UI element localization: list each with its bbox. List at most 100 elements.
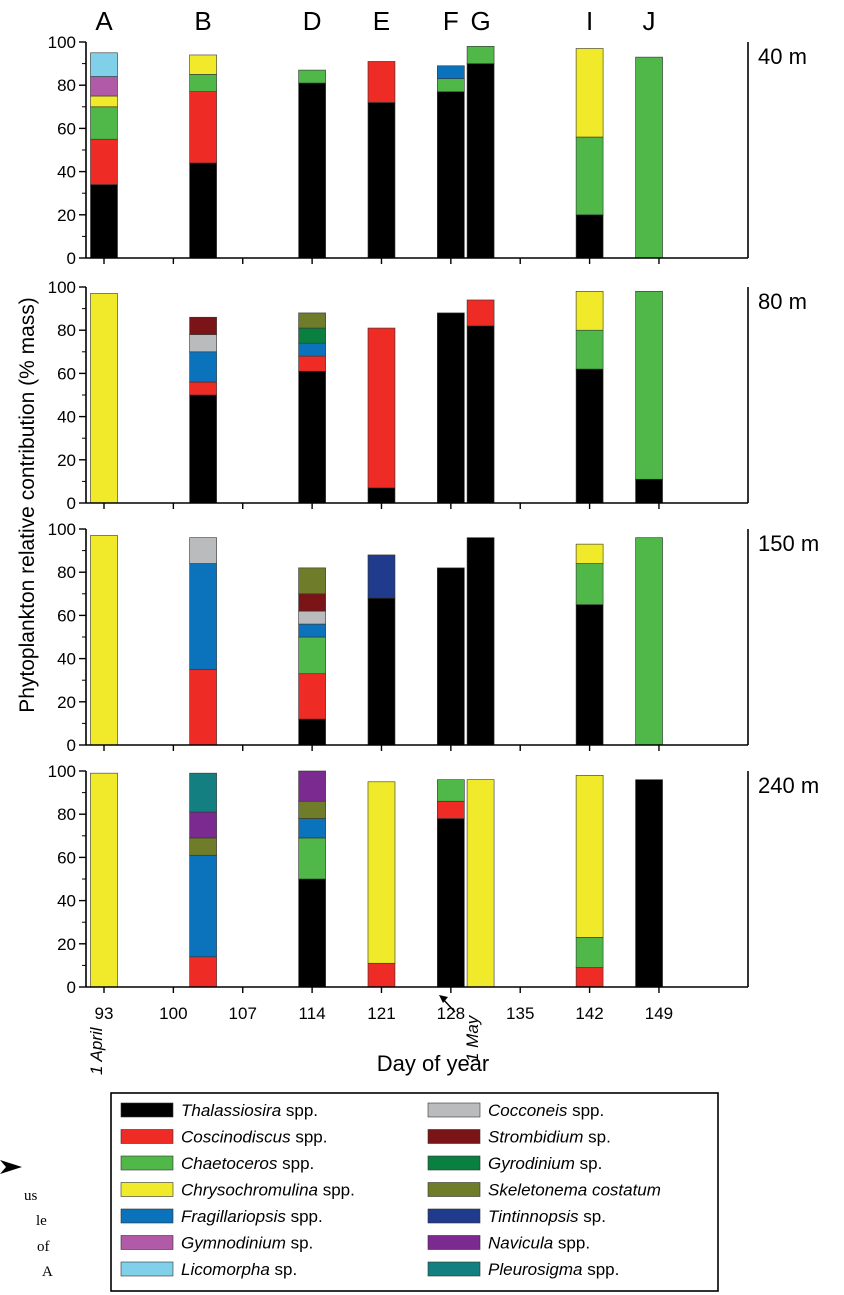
- panel-240m: 0 20 40 60 80 100 240 m: [48, 762, 820, 997]
- bar-segment-F-thal: [437, 91, 465, 259]
- legend-swatch-chry: [120, 1182, 174, 1197]
- legend-swatch-gymn: [120, 1235, 174, 1250]
- bar-segment-G-chry: [466, 779, 495, 988]
- bar-segment-B-frag: [189, 563, 217, 670]
- bar-segment-B-frag: [189, 854, 217, 958]
- y-tick-label: 40: [57, 650, 76, 669]
- legend-swatch-chae: [120, 1155, 174, 1171]
- station-label-G: G: [470, 6, 490, 36]
- y-tick-label: 80: [57, 563, 76, 582]
- y-tick-label: 100: [48, 278, 76, 297]
- panel-80m: 0 20 40 60 80 100 80 m: [48, 278, 807, 513]
- y-tick-label: 100: [48, 33, 76, 52]
- station-label-D: D: [303, 6, 322, 36]
- bar-segment-B-cosc: [189, 381, 217, 396]
- bar-segment-D-gyro: [298, 327, 326, 344]
- legend: Thalassiosira spp. Coscinodiscus spp. Chae…: [110, 1092, 719, 1292]
- y-tick-label: 0: [67, 249, 76, 268]
- bar-segment-A-chry: [90, 535, 118, 746]
- bar-segment-F-thal: [437, 312, 465, 504]
- x-tick-label: 135: [506, 1004, 534, 1023]
- bar-segment-B-cosc: [189, 91, 217, 164]
- caption-fragment: le: [36, 1213, 47, 1229]
- bar-segment-B-frag: [189, 351, 217, 383]
- caption-fragment: of: [37, 1239, 50, 1255]
- bar-segment-B-navi: [189, 811, 217, 839]
- y-tick-label: 20: [57, 451, 76, 470]
- legend-swatch-cosc: [120, 1129, 174, 1144]
- bar-segment-D-frag: [298, 623, 326, 638]
- x-tick-label: 114: [299, 1004, 326, 1023]
- bar-segment-I-chae: [575, 136, 604, 216]
- annotation-may: 1 May: [463, 1014, 482, 1062]
- bar-segment-D-navi: [298, 770, 326, 802]
- bar-segment-B-cosc: [189, 956, 217, 988]
- x-tick-label: 93: [95, 1004, 114, 1023]
- station-label-J: J: [643, 6, 656, 36]
- bar-segment-E-chry: [367, 781, 396, 964]
- bar-segment-D-thal: [298, 878, 326, 988]
- bar-segment-J-thal: [635, 478, 663, 504]
- legend-swatch-skel: [427, 1182, 481, 1197]
- caption-fragment: us: [24, 1188, 38, 1204]
- bar-segment-A-chry: [90, 293, 118, 504]
- bar-segment-F-chae: [437, 78, 465, 92]
- y-tick-label: 20: [57, 693, 76, 712]
- bar-segment-D-thal: [298, 370, 326, 504]
- bar-segment-A-cosc: [90, 138, 118, 185]
- bar-segment-B-skel: [189, 837, 217, 856]
- y-tick-label: 0: [67, 736, 76, 755]
- bar-segment-D-skel: [298, 312, 326, 329]
- bar-segment-D-thal: [298, 718, 326, 746]
- bar-segment-D-chae: [298, 69, 326, 84]
- bar-segment-A-thal: [90, 184, 118, 259]
- legend-swatch-pleu: [427, 1261, 481, 1277]
- bar-segment-D-chae: [298, 636, 326, 675]
- bar-segment-A-lico: [90, 52, 118, 77]
- y-tick-label: 40: [57, 408, 76, 427]
- legend-label-stro: Strombidium sp.: [488, 1128, 611, 1147]
- bar-segment-G-cosc: [466, 299, 495, 327]
- y-tick-label: 80: [57, 805, 76, 824]
- legend-label-chry: Chrysochromulina spp.: [181, 1181, 355, 1200]
- bar-segment-B-cocc: [189, 537, 217, 564]
- bar-segment-E-cosc: [367, 962, 396, 988]
- depth-label: 80 m: [758, 289, 807, 314]
- x-tick-label: 149: [645, 1004, 673, 1023]
- y-tick-label: 20: [57, 935, 76, 954]
- bar-segment-F-thal: [437, 818, 465, 988]
- depth-label: 40 m: [758, 44, 807, 69]
- bar-segment-D-stro: [298, 593, 326, 612]
- legend-label-tint: Tintinnopsis sp.: [488, 1207, 606, 1226]
- bar-segment-I-chae: [575, 563, 604, 605]
- bar-segment-A-gymn: [90, 76, 118, 97]
- x-tick-label: 128: [437, 1004, 465, 1023]
- bar-segment-E-tint: [367, 554, 396, 599]
- y-tick-label: 60: [57, 848, 76, 867]
- bar-segment-D-skel: [298, 567, 326, 595]
- bar-segment-E-cosc: [367, 61, 396, 103]
- x-tick-label: 121: [367, 1004, 395, 1023]
- bar-segment-B-pleu: [189, 772, 217, 813]
- legend-swatch-stro: [427, 1129, 481, 1144]
- bar-segment-I-chry: [575, 48, 604, 138]
- bar-segment-B-cocc: [189, 334, 217, 353]
- station-label-I: I: [586, 6, 593, 36]
- x-tick-label: 100: [159, 1004, 187, 1023]
- x-tick-label: 142: [575, 1004, 603, 1023]
- bar-segment-D-thal: [298, 82, 326, 259]
- legend-label-pleu: Pleurosigma spp.: [488, 1260, 619, 1279]
- y-tick-label: 80: [57, 76, 76, 95]
- legend-swatch-navi: [427, 1235, 481, 1250]
- bar-segment-D-cosc: [298, 355, 326, 372]
- bar-segment-I-thal: [575, 604, 604, 746]
- legend-label-navi: Navicula spp.: [488, 1234, 590, 1253]
- bar-segment-B-cosc: [189, 669, 217, 746]
- y-tick-label: 100: [48, 520, 76, 539]
- y-tick-label: 100: [48, 762, 76, 781]
- y-tick-label: 60: [57, 606, 76, 625]
- bar-segment-D-cosc: [298, 673, 326, 720]
- bar-segment-B-chae: [189, 74, 217, 92]
- legend-swatch-tint: [427, 1208, 481, 1224]
